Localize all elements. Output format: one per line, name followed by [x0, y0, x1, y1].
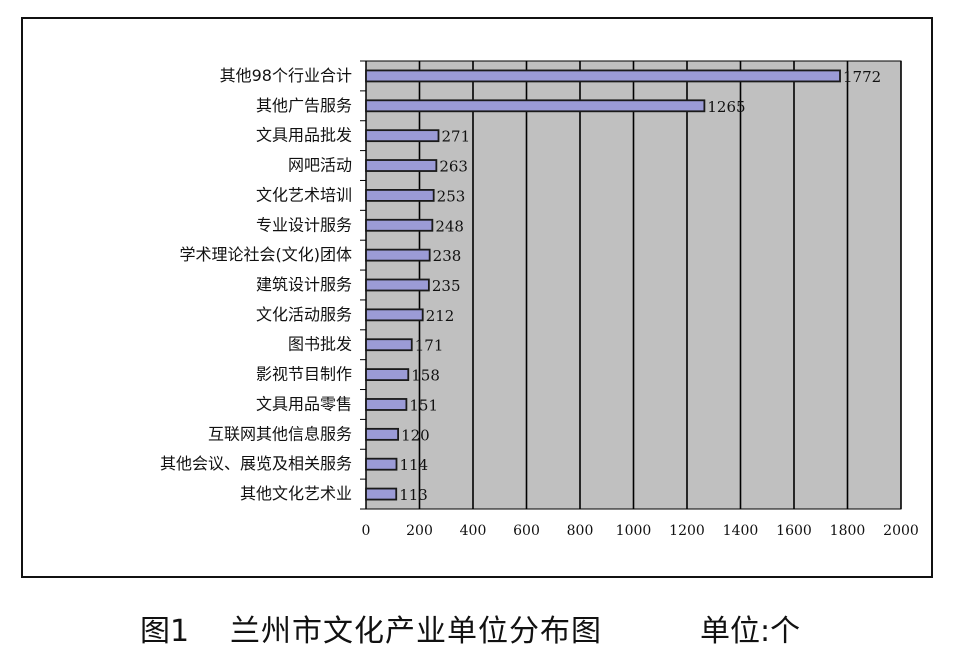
category-label: 其他广告服务: [256, 96, 352, 115]
x-tick-label: 1200: [669, 523, 705, 539]
x-tick-label: 1000: [616, 523, 652, 539]
figure-label: 图1: [140, 614, 190, 649]
category-label: 专业设计服务: [256, 215, 352, 234]
data-label: 151: [409, 396, 438, 414]
bar: [365, 338, 413, 352]
category-label: 网吧活动: [288, 156, 352, 175]
data-label: 113: [399, 486, 428, 504]
data-label: 212: [426, 307, 455, 325]
bar: [365, 278, 430, 292]
x-tick-label: 1600: [776, 523, 812, 539]
category-label: 其他文化艺术业: [240, 484, 352, 503]
bar: [365, 218, 434, 232]
data-label: 114: [399, 456, 428, 474]
category-label: 影视节目制作: [256, 365, 352, 384]
data-label: 1772: [843, 68, 881, 86]
bar: [365, 368, 410, 382]
bar: [365, 398, 408, 411]
bar: [365, 487, 398, 501]
chart-frame: 0 200 400 600 800 1000 1200 1400 1600 1800 2000 其他9…: [21, 17, 933, 578]
category-label: 文化艺术培训: [256, 185, 352, 204]
category-label: 文具用品批发: [256, 126, 352, 145]
category-label: 文化活动服务: [256, 305, 352, 324]
data-label: 253: [437, 187, 466, 205]
data-label: 248: [435, 217, 464, 235]
bar-chart: 0 200 400 600 800 1000 1200 1400 1600 1800 2000 其他9…: [160, 60, 919, 539]
data-label: 171: [415, 337, 444, 355]
data-label: 235: [432, 277, 461, 295]
x-tick-label: 600: [513, 523, 540, 539]
x-tick-label: 200: [406, 523, 433, 539]
data-label: 120: [401, 426, 430, 444]
bar: [365, 457, 398, 471]
x-tick-label: 1400: [723, 523, 759, 539]
bar: [365, 248, 431, 262]
figure-unit: 单位:个: [700, 614, 801, 649]
category-label: 互联网其他信息服务: [208, 424, 352, 443]
bar: [365, 99, 706, 113]
figure-title: 兰州市文化产业单位分布图: [230, 614, 602, 649]
data-label: 271: [441, 128, 470, 146]
x-tick-label: 2000: [883, 523, 919, 539]
category-label: 建筑设计服务: [256, 275, 352, 294]
bar: [365, 427, 399, 441]
category-label: 学术理论社会(文化)团体: [180, 245, 353, 264]
data-label: 263: [439, 158, 468, 176]
x-tick-label: 1800: [830, 523, 866, 539]
figure-caption: 图1 兰州市文化产业单位分布图 单位:个: [0, 606, 960, 656]
category-label: 文具用品零售: [256, 394, 352, 413]
data-label: 158: [411, 367, 440, 385]
x-tick-label: 400: [460, 523, 487, 539]
x-tick-label: 0: [362, 523, 371, 539]
bar: [365, 129, 440, 143]
bar: [365, 69, 841, 83]
data-label: 238: [433, 247, 462, 265]
category-label: 图书批发: [288, 335, 352, 354]
category-label: 其他98个行业合计: [220, 66, 352, 85]
category-label: 其他会议、展览及相关服务: [160, 454, 352, 473]
bar: [365, 159, 438, 172]
data-label: 1265: [707, 98, 745, 116]
bar: [365, 188, 435, 202]
bar: [365, 308, 424, 322]
x-tick-label: 800: [567, 523, 594, 539]
